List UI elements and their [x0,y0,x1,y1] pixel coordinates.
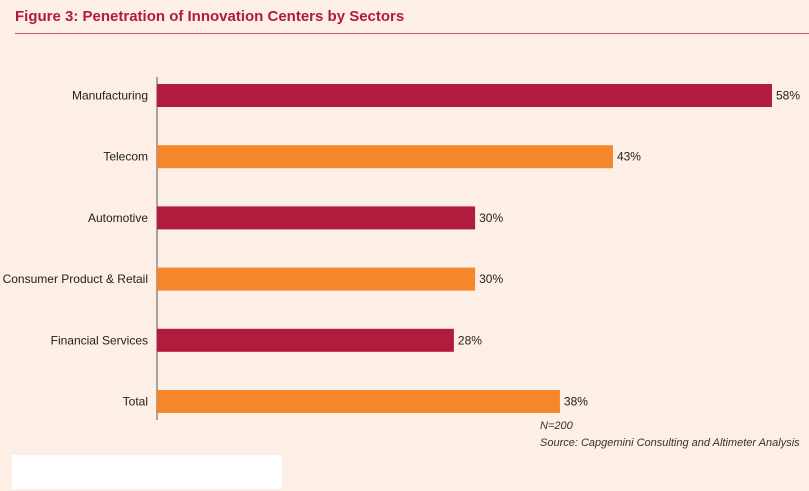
source-note: Source: Capgemini Consulting and Altimet… [540,437,800,449]
category-label-consumer-product-retail: Consumer Product & Retail [3,272,148,286]
category-label-automotive: Automotive [88,211,148,225]
bar-automotive [157,206,476,230]
category-label-manufacturing: Manufacturing [72,89,148,103]
category-label-telecom: Telecom [103,150,148,164]
bar-manufacturing [157,84,772,107]
bar-consumer-product-retail [157,267,476,291]
bars-group: Manufacturing 58% Telecom 43% Automotive 30% C… [3,84,800,413]
category-label-financial-services: Financial Services [51,333,148,347]
value-label-total: 38% [564,395,588,409]
value-label-manufacturing: 58% [776,89,800,103]
bar-total [157,390,560,413]
sample-size-note: N=200 [540,420,573,432]
value-label-telecom: 43% [617,150,641,164]
figure-title: Figure 3: Penetration of Innovation Cent… [15,8,405,25]
bar-financial-services [157,328,454,352]
value-label-financial-services: 28% [458,333,482,347]
bar-telecom [157,145,613,169]
category-label-total: Total [123,395,148,409]
blank-panel [12,455,282,489]
value-label-consumer-product-retail: 30% [479,272,503,286]
title-divider [15,33,809,34]
value-label-automotive: 30% [479,211,503,225]
